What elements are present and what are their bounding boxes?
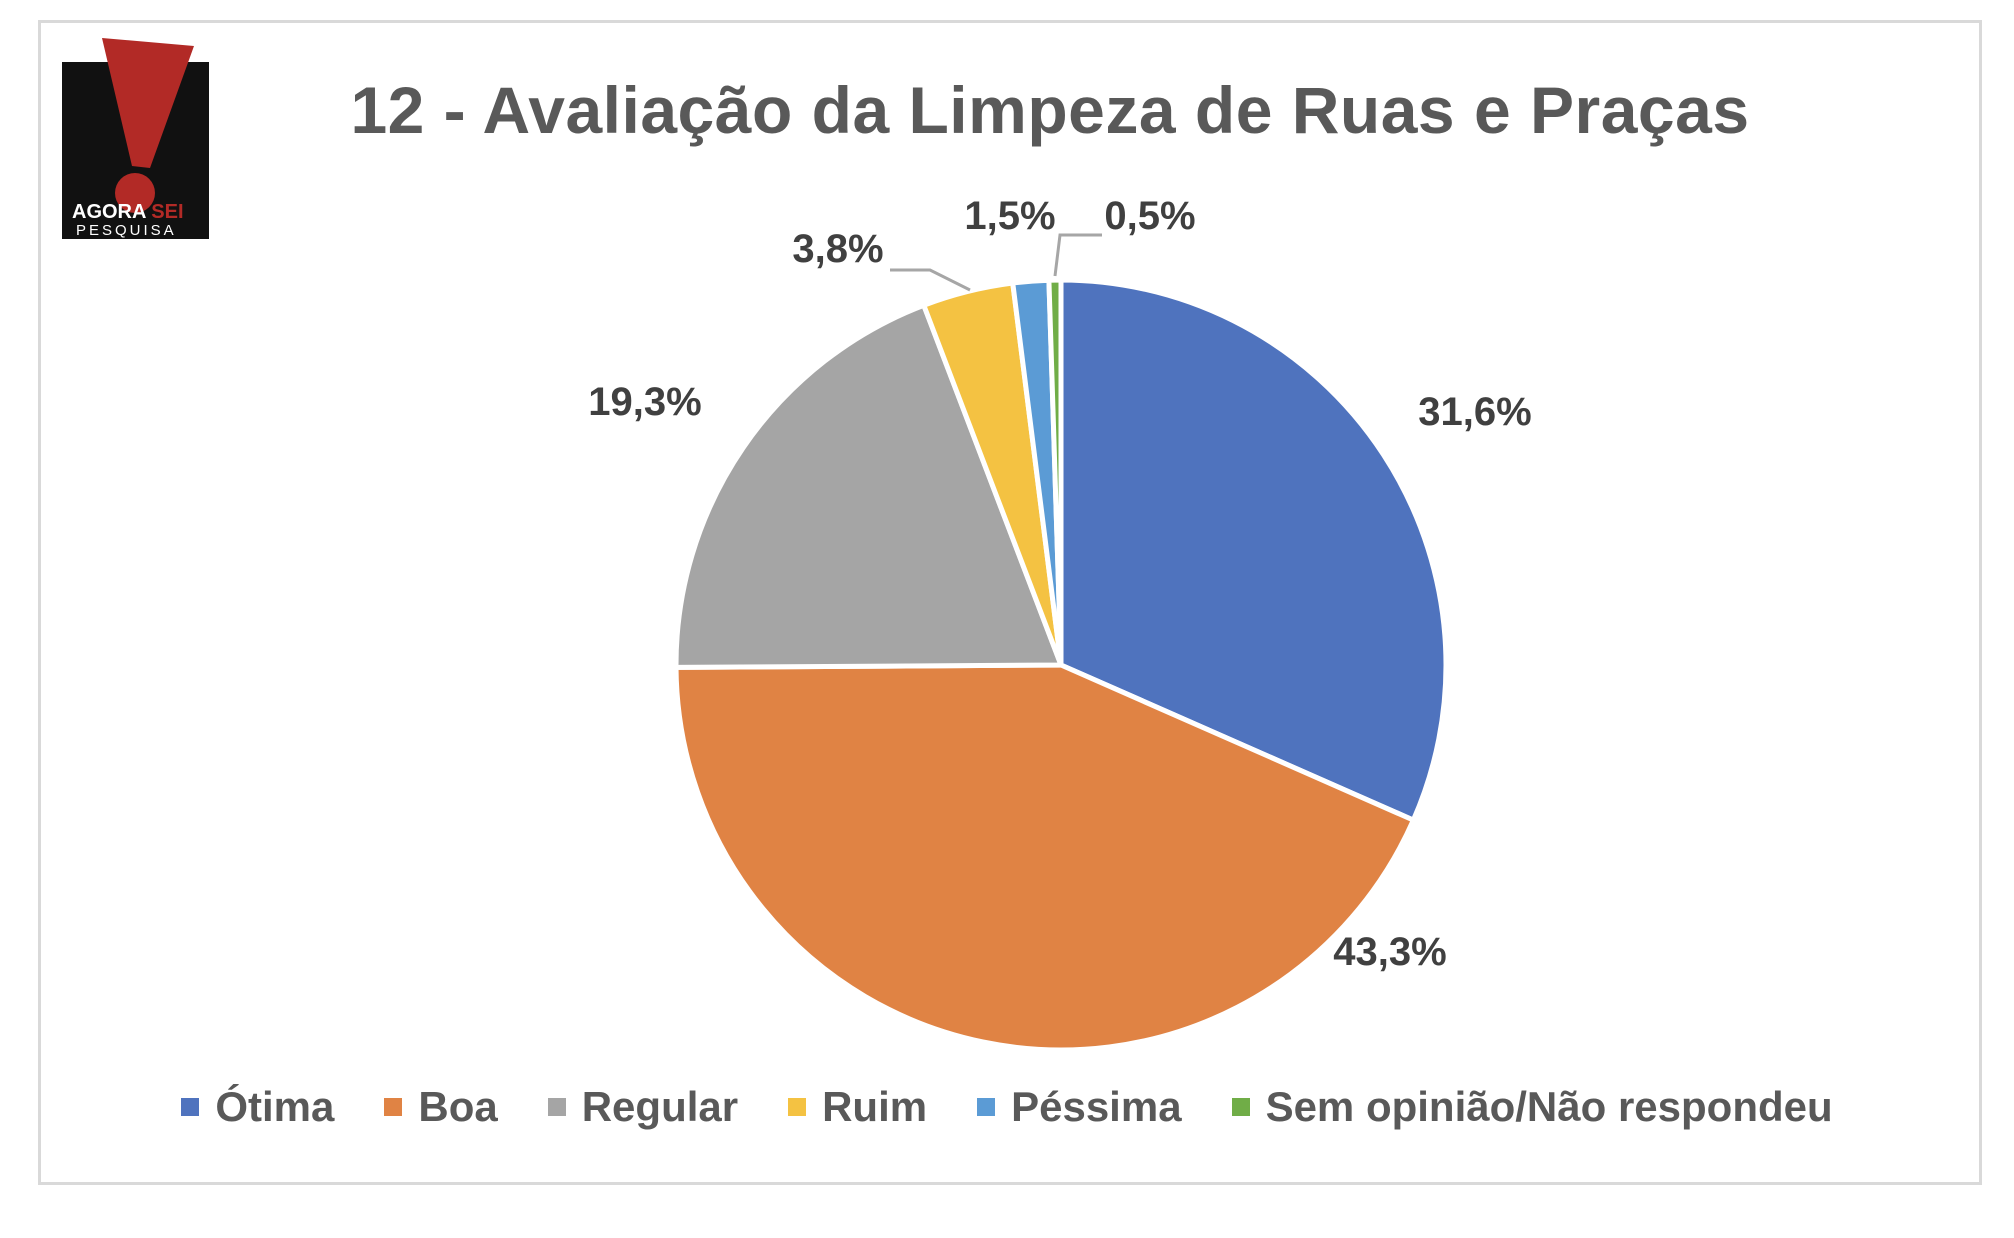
data-label-2: 19,3% bbox=[588, 380, 701, 424]
pie-slice-2 bbox=[673, 302, 1064, 670]
logo-text-pesquisa: PESQUISA bbox=[76, 222, 177, 239]
legend-label: Péssima bbox=[1011, 1083, 1182, 1130]
exclamation-icon bbox=[102, 38, 194, 168]
data-label-1: 43,3% bbox=[1333, 930, 1446, 974]
leader-line-5 bbox=[1053, 233, 1102, 277]
chart-legend: Ótima Boa Regular Ruim Péssima Sem opinião/Nã… bbox=[0, 1083, 2014, 1131]
legend-item-3: Ruim bbox=[788, 1083, 927, 1131]
legend-swatch bbox=[384, 1098, 403, 1116]
data-label-0: 31,6% bbox=[1418, 390, 1531, 434]
legend-item-4: Péssima bbox=[977, 1083, 1182, 1131]
legend-item-0: Ótima bbox=[181, 1083, 334, 1131]
logo-text-agora: AGORA bbox=[72, 201, 146, 223]
legend-label: Regular bbox=[581, 1083, 739, 1130]
svg-text:AGORA SEI: AGORA SEI bbox=[72, 201, 184, 223]
pie-slice-0 bbox=[1058, 277, 1449, 823]
legend-swatch bbox=[788, 1098, 807, 1116]
data-label-3: 3,8% bbox=[792, 227, 883, 271]
data-label-5: 0,5% bbox=[1104, 194, 1195, 238]
leader-line-3 bbox=[890, 268, 971, 292]
legend-swatch bbox=[181, 1098, 200, 1116]
pie-slice-1 bbox=[673, 662, 1416, 1053]
exclamation-dot bbox=[115, 173, 155, 213]
pie-slice-5 bbox=[1046, 277, 1064, 668]
legend-swatch bbox=[547, 1098, 566, 1116]
legend-swatch bbox=[1231, 1098, 1250, 1116]
legend-item-5: Sem opinião/Não respondeu bbox=[1231, 1083, 1833, 1131]
legend-item-1: Boa bbox=[384, 1083, 498, 1131]
chart-title: 12 - Avaliação da Limpeza de Ruas e Praç… bbox=[350, 73, 1750, 147]
legend-label: Boa bbox=[418, 1083, 498, 1130]
agora-sei-logo: AGORA SEI PESQUISA bbox=[62, 38, 209, 239]
legend-label: Ruim bbox=[822, 1083, 928, 1130]
legend-label: Sem opinião/Não respondeu bbox=[1265, 1083, 1833, 1130]
legend-swatch bbox=[977, 1098, 996, 1116]
legend-item-2: Regular bbox=[547, 1083, 739, 1131]
logo-text-sei: SEI bbox=[151, 201, 183, 223]
data-label-4: 1,5% bbox=[964, 194, 1055, 238]
legend-label: Ótima bbox=[215, 1083, 335, 1130]
